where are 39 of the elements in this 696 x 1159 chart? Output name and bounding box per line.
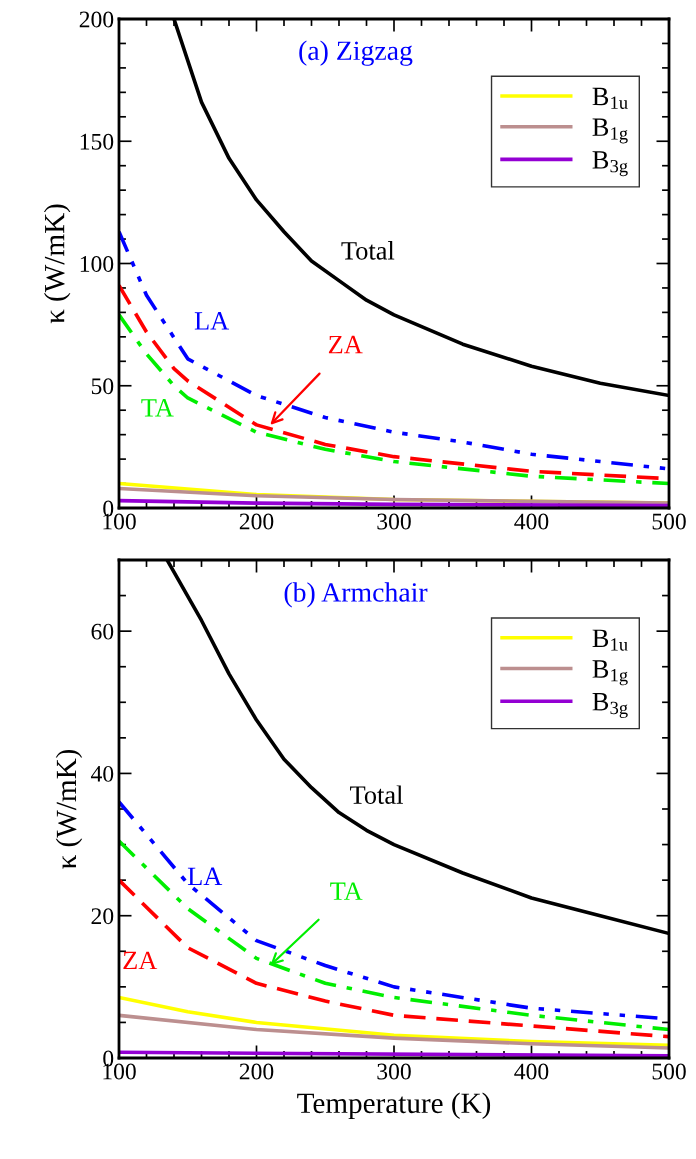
y-axis-title: κ (W/mK): [43, 204, 71, 324]
y-tick-label: 20: [91, 908, 114, 925]
annotation: TA: [330, 882, 363, 900]
annotation: LA: [187, 867, 223, 886]
line-series: [119, 313, 669, 486]
x-axis-title: Temperature (K): [297, 1092, 491, 1120]
text: (b) Armchair: [284, 582, 428, 608]
x-tick-label: 200: [239, 1063, 274, 1080]
y-tick-label: 50: [91, 378, 114, 395]
annotation: ZA: [328, 335, 363, 354]
line-series: [119, 839, 669, 1032]
annotation: Total: [350, 785, 403, 804]
annotation: ZA: [123, 951, 158, 970]
x-tick-label: 200: [239, 513, 274, 530]
legend-label: B$_{1u}$: [592, 629, 628, 651]
y-tick-label: 200: [79, 11, 114, 28]
text: (a) Zigzag: [299, 40, 413, 66]
line-series: [119, 486, 669, 505]
legend-label: B$_{3g}$: [592, 151, 628, 177]
y-tick-label: 60: [91, 623, 114, 640]
y-axis-title: κ (W/mK): [55, 749, 83, 869]
y-tick-label: 150: [80, 133, 114, 150]
legend-label: B$_{1g}$: [592, 118, 628, 144]
y-tick-label: 40: [90, 765, 114, 782]
line-series: [119, 1013, 669, 1050]
x-tick-label: 300: [377, 1063, 411, 1080]
annotation: TA: [141, 399, 174, 417]
legend-label: B$_{1g}$: [592, 660, 628, 686]
legend-label: B$_{1u}$: [592, 87, 628, 109]
legend-label: B$_{3g}$: [592, 693, 628, 718]
y-tick-label: 100: [80, 255, 114, 272]
line-series: [119, 995, 669, 1047]
x-tick-label: 400: [514, 1063, 549, 1080]
x-tick-label: 500: [652, 1063, 686, 1080]
annotation: LA: [194, 312, 230, 330]
annotation: Total: [341, 241, 395, 260]
x-tick-label: 500: [652, 513, 686, 530]
x-tick-label: 400: [514, 513, 549, 530]
x-tick-label: 300: [377, 513, 411, 530]
